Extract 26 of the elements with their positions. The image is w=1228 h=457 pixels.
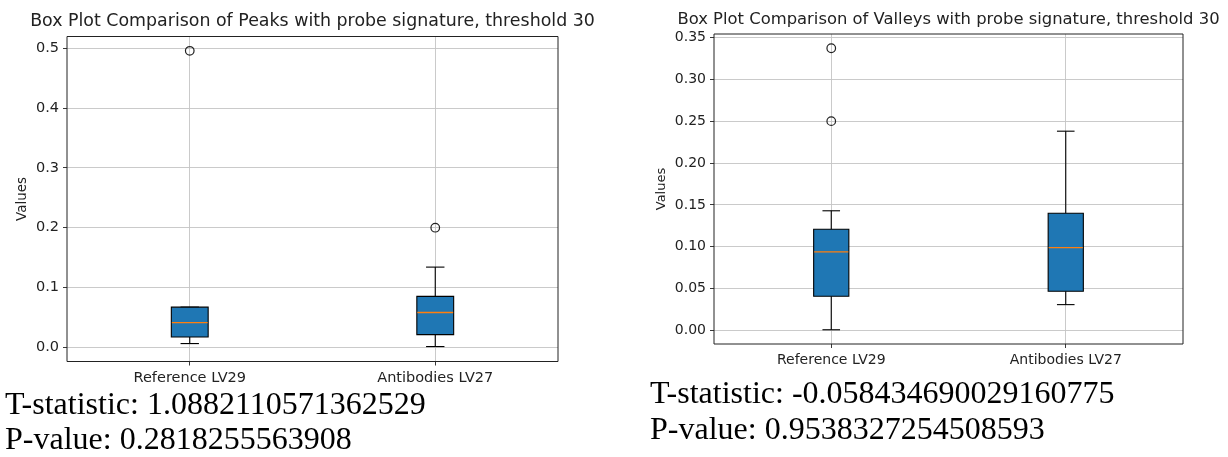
- text: P-value: 0.9538327254508593: [650, 410, 1046, 446]
- y-tick-label: 0.5: [35, 39, 59, 56]
- y-axis-title: Values: [653, 167, 669, 211]
- y-tick-label: 0.1: [35, 278, 59, 295]
- x-tick-label: Reference LV29: [133, 368, 246, 385]
- x-tick-label: Reference LV29: [776, 351, 886, 368]
- y-tick-label: 0.30: [674, 69, 706, 86]
- chart-title: Box Plot Comparison of Valleys with probe signature, threshold 30: [677, 9, 1220, 29]
- y-axis-title: Values: [12, 176, 29, 222]
- y-tick-label: 0.0: [35, 337, 59, 354]
- text: T-statistic: -0.058434690029160775: [650, 374, 1115, 410]
- x-tick-label: Antibodies LV27: [377, 368, 494, 385]
- y-tick-label: 0.15: [674, 195, 706, 212]
- y-tick-label: 0.10: [674, 237, 706, 254]
- x-tick-label: Antibodies LV27: [1009, 351, 1122, 368]
- y-tick-label: 0.20: [674, 153, 706, 170]
- text: T-statistic: 1.0882110571362529: [5, 385, 426, 421]
- y-tick-label: 0.35: [674, 27, 706, 44]
- y-tick-label: 0.2: [35, 218, 59, 235]
- text: P-value: 0.2818255563908: [5, 420, 353, 456]
- y-tick-label: 0.05: [674, 279, 706, 296]
- y-tick-label: 0.00: [674, 321, 706, 338]
- y-tick-label: 0.3: [35, 158, 59, 175]
- y-tick-label: 0.4: [35, 98, 59, 115]
- chart-title: Box Plot Comparison of Peaks with probe signature, threshold 30: [30, 9, 595, 30]
- y-tick-label: 0.25: [674, 111, 706, 128]
